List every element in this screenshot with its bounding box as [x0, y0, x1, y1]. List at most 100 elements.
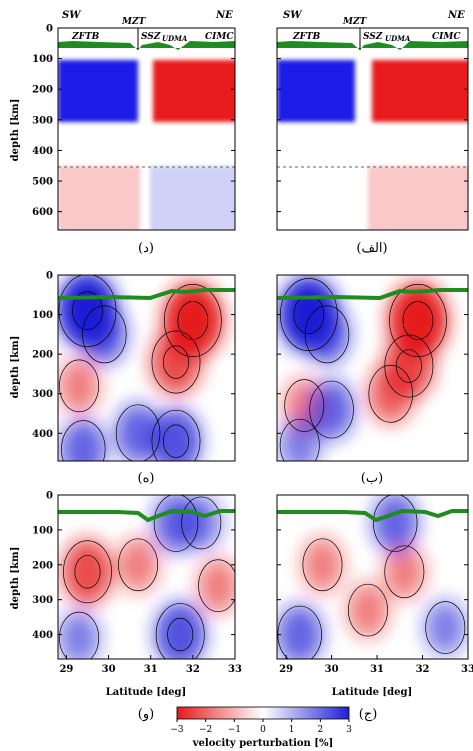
panel-letter-r3-left: (و) [138, 707, 154, 722]
y-tick-label: 300 [32, 115, 53, 126]
x-tick-label: 33 [461, 664, 473, 675]
slow-anomaly [347, 582, 389, 638]
x-tick-label: 31 [370, 664, 384, 675]
topography-line [277, 41, 468, 50]
label-cimc: CIMC [432, 32, 461, 42]
contour-line [373, 495, 418, 552]
colorbar-gradient [176, 706, 350, 720]
panel-letter-r2-left: (ه) [138, 471, 155, 486]
panel-r1-left [58, 28, 235, 230]
colorbar-label: velocity perturbation [%] [192, 738, 334, 749]
contour-line [198, 559, 235, 613]
contour-line [151, 330, 201, 394]
x-axis-label-left: Latitude [deg] [106, 687, 186, 698]
label-zftb: ZFTB [292, 32, 321, 42]
slow-anomaly [150, 329, 202, 395]
y-tick-label: 100 [32, 525, 53, 536]
label-sw: SW [62, 10, 82, 21]
label-udma: UDMA [162, 34, 188, 43]
panel-r3-left [57, 494, 236, 660]
contour-line [164, 284, 222, 357]
y-tick-label: 300 [32, 389, 53, 400]
slow-anomaly [117, 537, 159, 593]
y-tick-label: 100 [32, 310, 53, 321]
fast-anomaly [115, 403, 162, 461]
panel-frame [57, 27, 236, 231]
y-tick-label: 200 [32, 560, 53, 571]
panel-r3-right [276, 494, 469, 660]
panel-r1-right [277, 28, 468, 230]
x-tick-label: 29 [59, 664, 73, 675]
contour-line [309, 380, 354, 439]
colorbar-tick-label: 0 [260, 725, 266, 735]
contour-line [181, 496, 222, 550]
contour-line [162, 345, 190, 379]
label-mzt: MZT [121, 17, 147, 27]
label-ne: NE [447, 10, 465, 21]
slow-anomaly [367, 363, 414, 424]
x-tick-label: 31 [144, 664, 158, 675]
anomaly-block-fast-ne-deep [150, 166, 235, 230]
slow-anomaly [197, 558, 235, 614]
anomaly-blobs [277, 495, 466, 659]
y-tick-label: 200 [32, 350, 53, 361]
anomaly-block-slow-ne-deep [368, 166, 468, 230]
label-zftb: ZFTB [71, 32, 100, 42]
contour-line [389, 284, 447, 357]
contour-line [162, 424, 190, 458]
panel-frame [276, 274, 469, 462]
panel-frame [276, 494, 469, 660]
contour-line [167, 617, 194, 652]
anomaly-block-fast-sw [277, 60, 355, 122]
panel-frame [276, 27, 469, 231]
label-udma: UDMA [385, 34, 411, 43]
contour-line [118, 538, 159, 592]
panel-letter-r3-right: (ج) [359, 707, 378, 722]
panel-letter-r1-left: (د) [138, 241, 154, 256]
topography-line [58, 288, 235, 301]
x-tick-label: 33 [228, 664, 242, 675]
anomaly-block-slow-ne [153, 60, 235, 122]
contour-line [74, 555, 101, 589]
topography-line [277, 508, 468, 523]
colorbar: −3 −2 −1 0 1 2 3 velocity perturbation [%] [170, 706, 352, 749]
topography-line [58, 41, 235, 50]
anomaly-blobs [58, 275, 223, 461]
contour-line [347, 583, 388, 637]
contour-line [279, 418, 320, 461]
y-tick-label: 500 [32, 177, 53, 188]
contour-line [302, 538, 343, 592]
panel-frame [57, 274, 236, 462]
colorbar-tick-label: 2 [317, 725, 323, 735]
y-axis-label-r1: depth [km] [10, 99, 21, 162]
x-tick-label: 30 [102, 664, 116, 675]
fast-anomaly [81, 304, 128, 365]
contour-line [402, 301, 434, 340]
contour-line [151, 409, 201, 461]
panel-frame [57, 494, 236, 660]
y-axis-label-r3: depth [km] [10, 547, 21, 610]
y-tick-label: 400 [32, 146, 53, 157]
contour-line [82, 305, 127, 364]
contour-line [284, 379, 325, 432]
x-tick-label: 30 [325, 664, 339, 675]
y-tick-label: 0 [46, 271, 53, 282]
y-tick-label: 0 [46, 24, 53, 35]
contour-lines [59, 495, 235, 659]
colorbar-tick-label: 3 [346, 725, 352, 735]
panel-r2-left [57, 274, 236, 462]
anomaly-blobs [58, 495, 235, 659]
topography-line [277, 288, 468, 301]
slow-anomaly [62, 539, 113, 605]
contour-line [368, 364, 413, 423]
colorbar-tick-label: −3 [170, 725, 184, 735]
fast-anomaly [279, 417, 321, 461]
slow-anomaly [58, 358, 100, 414]
tectonic-labels-right: SW NE MZT ZFTB SSZ UDMA CIMC [283, 10, 465, 43]
fast-anomaly [58, 610, 100, 659]
contour-line [155, 603, 205, 659]
contour-line [72, 291, 103, 330]
y-tick-label: 400 [32, 630, 53, 641]
y-axis-label-r2: depth [km] [10, 336, 21, 399]
